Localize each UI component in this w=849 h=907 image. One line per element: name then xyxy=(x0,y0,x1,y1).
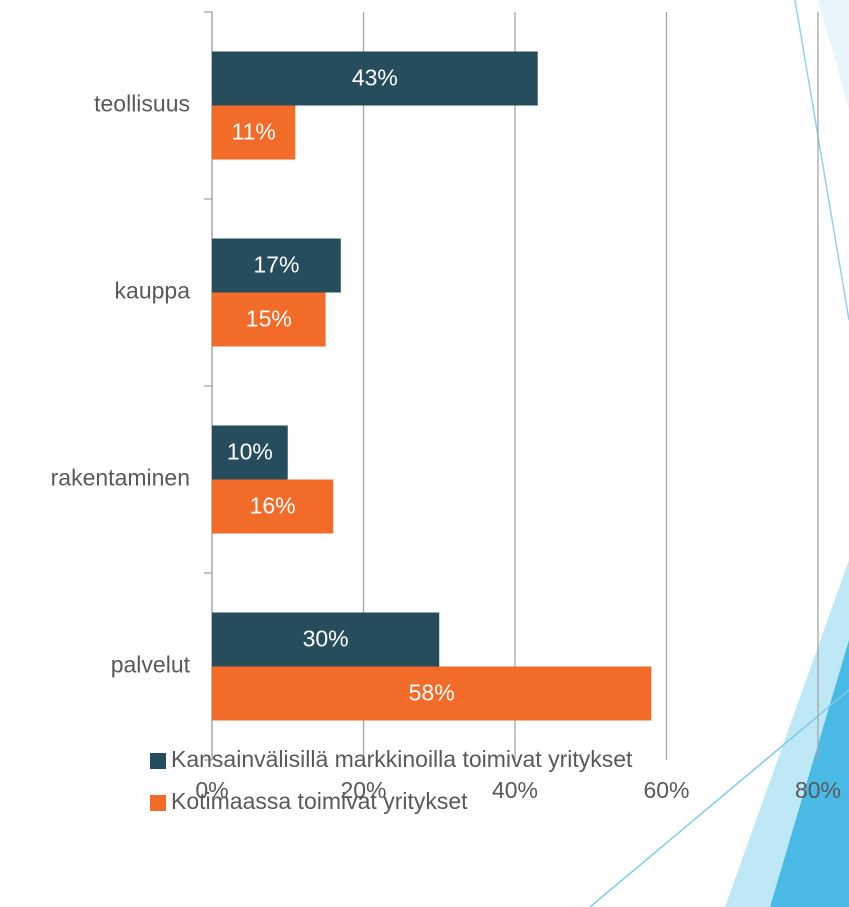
value-label: 17% xyxy=(253,252,299,278)
value-label: 11% xyxy=(231,119,275,145)
value-label: 30% xyxy=(303,626,349,652)
chart: 0%20%40%60%80%teollisuus43%11%kauppa17%1… xyxy=(0,0,849,907)
value-label: 16% xyxy=(250,493,296,519)
legend-swatch xyxy=(150,795,166,811)
y-tick-label: rakentaminen xyxy=(51,465,190,491)
y-tick-label: kauppa xyxy=(115,278,191,304)
legend-label: Kotimaassa toimivat yritykset xyxy=(171,788,468,814)
value-label: 15% xyxy=(246,306,292,332)
x-tick-label: 80% xyxy=(795,777,841,803)
y-tick-label: teollisuus xyxy=(94,91,190,117)
legend-swatch xyxy=(150,753,166,769)
x-tick-label: 60% xyxy=(643,777,689,803)
x-tick-label: 40% xyxy=(492,777,538,803)
value-label: 58% xyxy=(409,680,455,706)
value-label: 43% xyxy=(352,65,398,91)
y-tick-label: palvelut xyxy=(111,652,191,678)
value-label: 10% xyxy=(227,439,273,465)
legend-label: Kansainvälisillä markkinoilla toimivat y… xyxy=(171,746,633,772)
